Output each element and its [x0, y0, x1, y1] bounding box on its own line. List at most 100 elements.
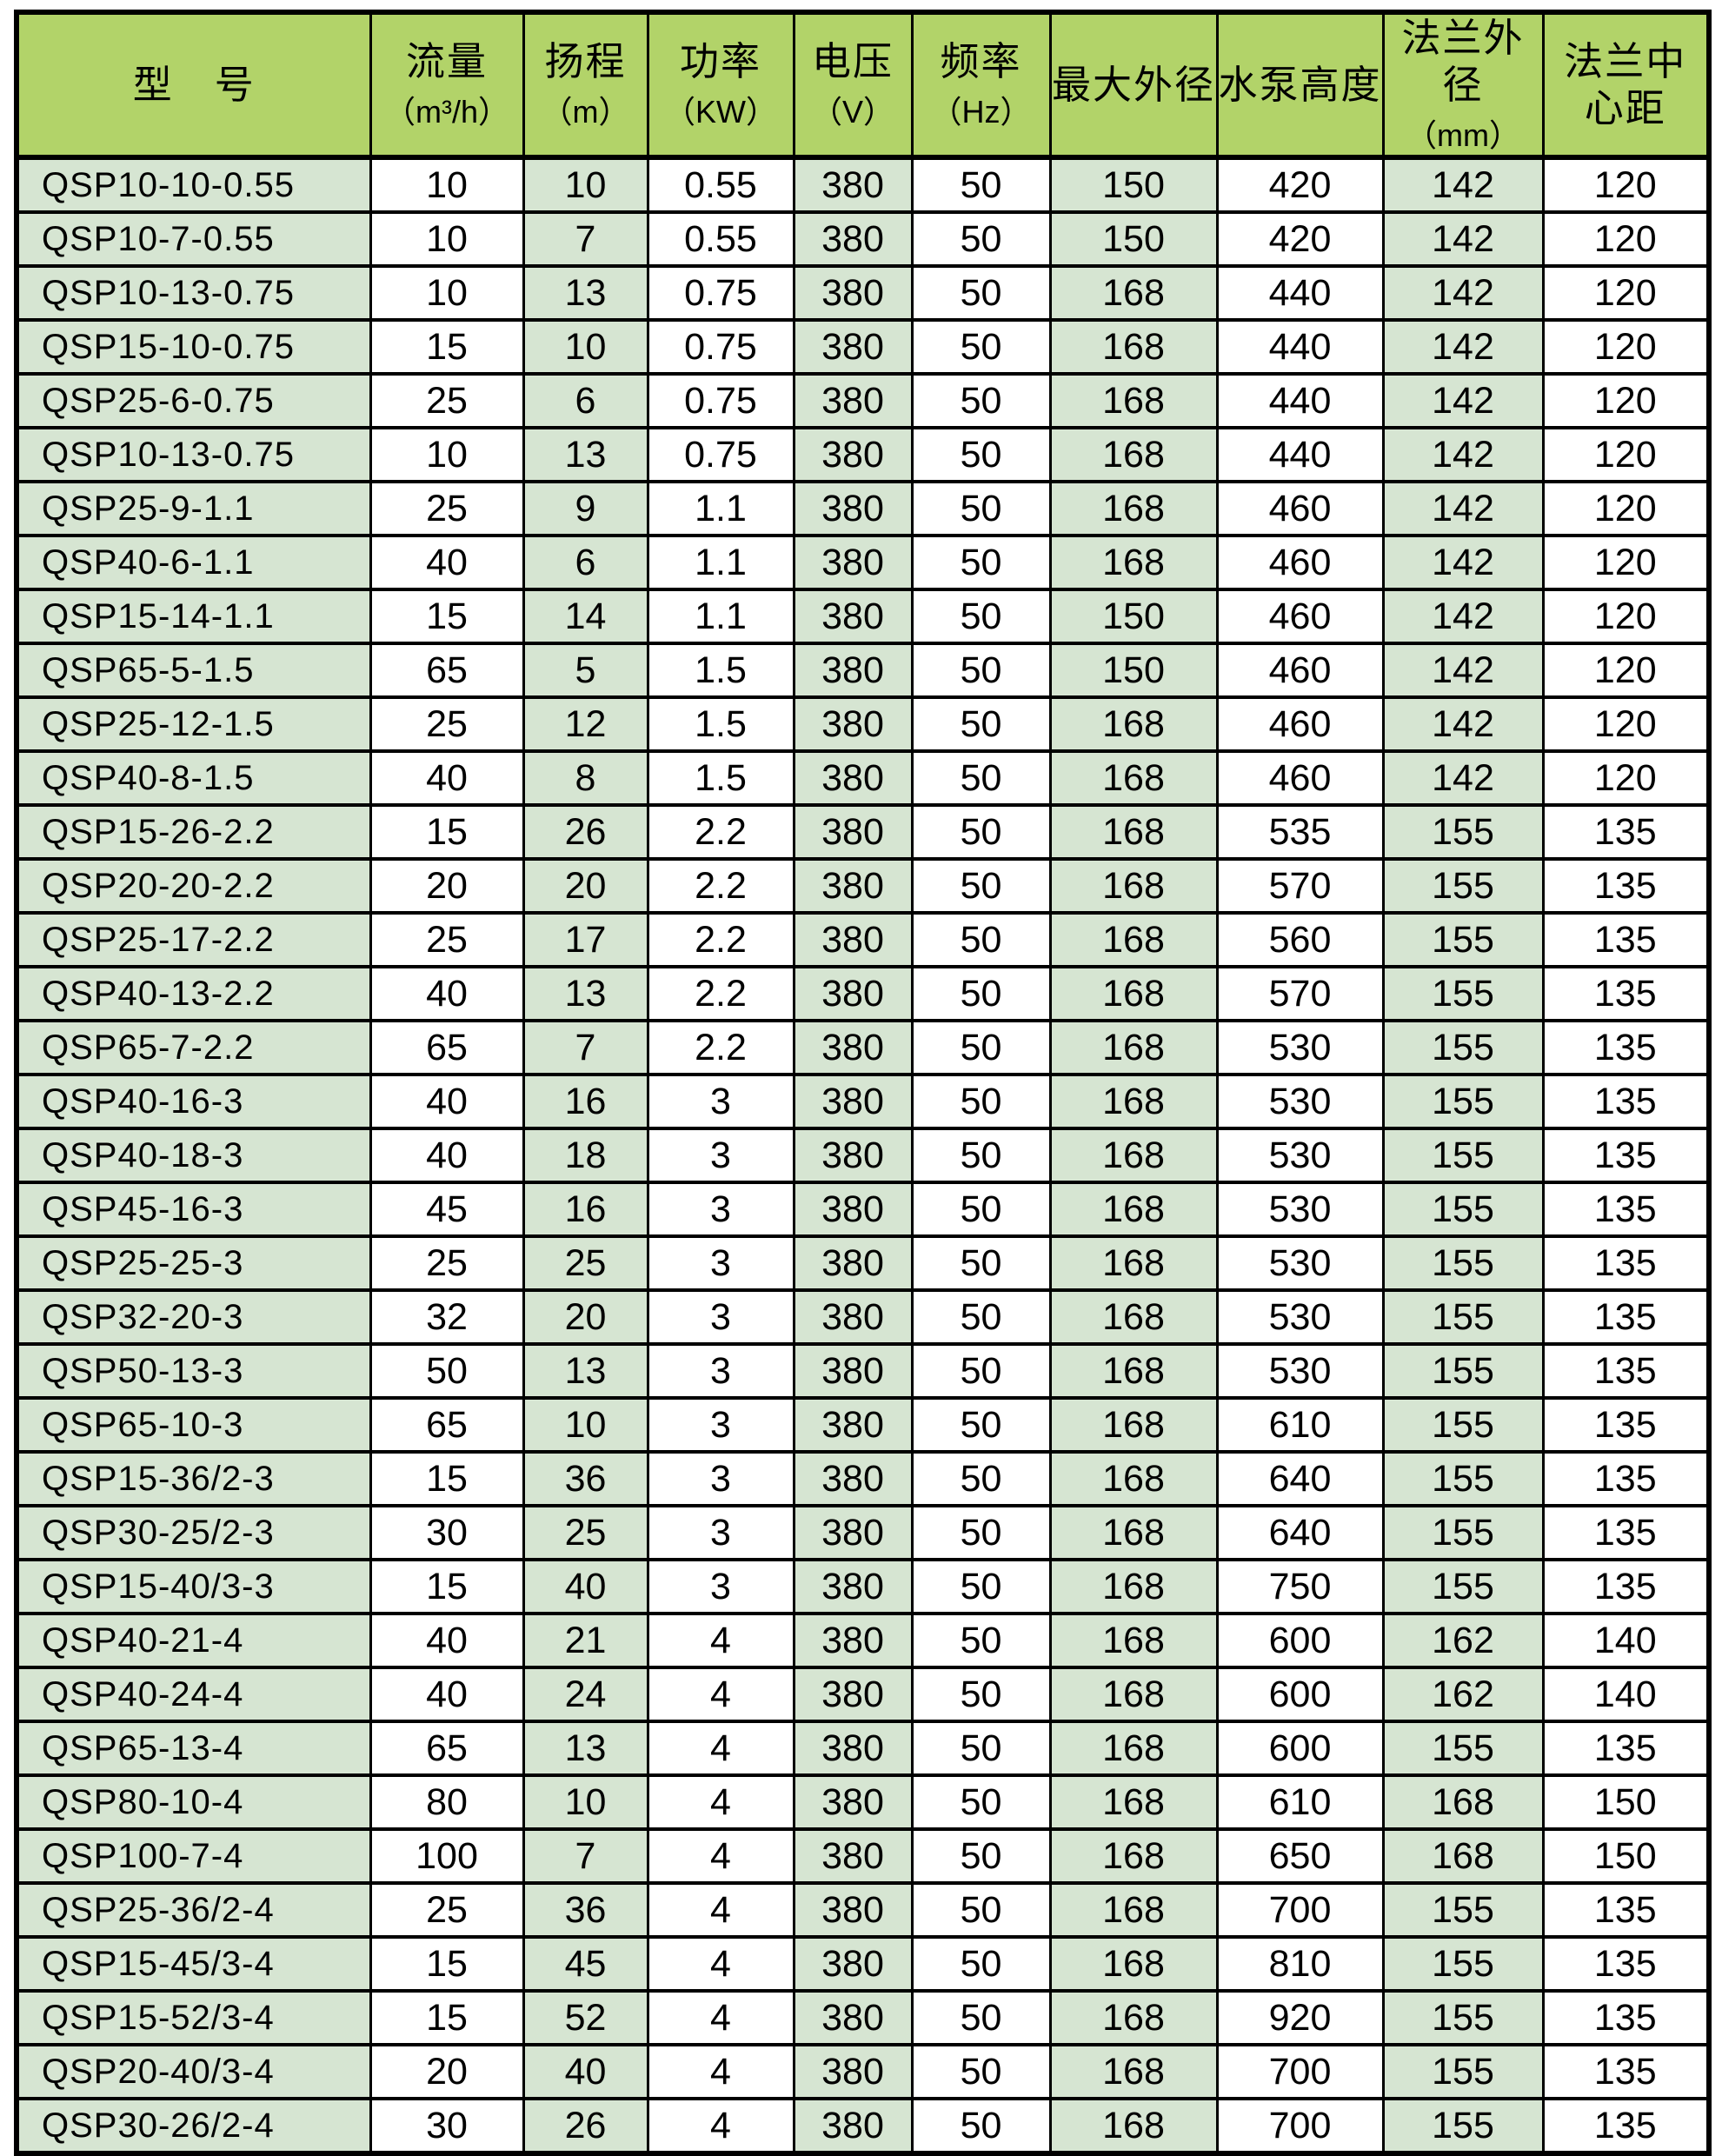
cell-model: QSP10-13-0.75	[15, 264, 372, 322]
cell-voltage: 380	[792, 1935, 914, 1993]
cell-head: 13	[522, 264, 649, 322]
cell-voltage: 380	[792, 318, 914, 376]
cell-head: 9	[522, 480, 649, 537]
cell-model: QSP50-13-3	[15, 1342, 372, 1400]
column-label: 法兰中心距	[1564, 38, 1687, 130]
cell-head: 20	[522, 857, 649, 915]
cell-frequency: 50	[910, 1989, 1052, 2046]
cell-power: 0.75	[646, 264, 795, 322]
cell-head: 40	[522, 1558, 649, 1615]
cell-head: 6	[522, 372, 649, 429]
table-row: QSP40-21-4 40 21 4 380 50 168 600 162 14…	[15, 1612, 1711, 1669]
cell-flow: 10	[369, 264, 525, 322]
cell-flow: 15	[369, 1450, 525, 1507]
cell-max-od: 168	[1048, 426, 1219, 483]
cell-flange-center-distance: 135	[1541, 1450, 1711, 1507]
cell-flow: 15	[369, 1558, 525, 1615]
cell-pump-height: 460	[1215, 534, 1385, 591]
table-row: QSP15-45/3-4 15 45 4 380 50 168 810 155 …	[15, 1935, 1711, 1993]
cell-head: 40	[522, 2043, 649, 2100]
table-row: QSP65-10-3 65 10 3 380 50 168 610 155 13…	[15, 1396, 1711, 1454]
cell-model: QSP100-7-4	[15, 1827, 372, 1885]
cell-frequency: 50	[910, 749, 1052, 807]
cell-voltage: 380	[792, 1773, 914, 1831]
cell-flange-center-distance: 140	[1541, 1612, 1711, 1669]
cell-flow: 100	[369, 1827, 525, 1885]
cell-flange-center-distance: 120	[1541, 695, 1711, 753]
table-row: QSP15-36/2-3 15 36 3 380 50 168 640 155 …	[15, 1450, 1711, 1507]
cell-flange-od: 155	[1381, 1989, 1545, 2046]
cell-pump-height: 610	[1215, 1773, 1385, 1831]
cell-voltage: 380	[792, 1234, 914, 1292]
cell-model: QSP10-7-0.55	[15, 210, 372, 268]
cell-model: QSP40-13-2.2	[15, 965, 372, 1022]
table-row: QSP40-13-2.2 40 13 2.2 380 50 168 570 15…	[15, 965, 1711, 1022]
cell-flange-center-distance: 135	[1541, 1019, 1711, 1076]
cell-flange-center-distance: 135	[1541, 1881, 1711, 1939]
table-row: QSP25-25-3 25 25 3 380 50 168 530 155 13…	[15, 1234, 1711, 1292]
cell-max-od: 168	[1048, 1450, 1219, 1507]
cell-max-od: 168	[1048, 1396, 1219, 1454]
cell-model: QSP25-12-1.5	[15, 695, 372, 753]
cell-pump-height: 570	[1215, 965, 1385, 1022]
cell-max-od: 168	[1048, 1827, 1219, 1885]
table-row: QSP25-12-1.5 25 12 1.5 380 50 168 460 14…	[15, 695, 1711, 753]
column-unit: （m）	[541, 94, 630, 130]
cell-power: 3	[646, 1127, 795, 1184]
cell-power: 1.5	[646, 749, 795, 807]
header-row: 型 号 流量 （m³/h） 扬程 （m） 功率 （KW） 电压 （V）	[15, 10, 1711, 160]
cell-head: 25	[522, 1504, 649, 1561]
cell-flange-center-distance: 150	[1541, 1773, 1711, 1831]
table-row: QSP25-36/2-4 25 36 4 380 50 168 700 155 …	[15, 1881, 1711, 1939]
cell-flow: 25	[369, 480, 525, 537]
cell-frequency: 50	[910, 911, 1052, 968]
table-row: QSP45-16-3 45 16 3 380 50 168 530 155 13…	[15, 1181, 1711, 1238]
cell-power: 1.1	[646, 588, 795, 645]
table-row: QSP50-13-3 50 13 3 380 50 168 530 155 13…	[15, 1342, 1711, 1400]
cell-model: QSP25-9-1.1	[15, 480, 372, 537]
cell-model: QSP65-13-4	[15, 1720, 372, 1777]
cell-max-od: 168	[1048, 1720, 1219, 1777]
cell-frequency: 50	[910, 372, 1052, 429]
table-row: QSP30-25/2-3 30 25 3 380 50 168 640 155 …	[15, 1504, 1711, 1561]
cell-pump-height: 440	[1215, 372, 1385, 429]
cell-max-od: 168	[1048, 1612, 1219, 1669]
cell-flow: 10	[369, 426, 525, 483]
cell-flange-od: 155	[1381, 803, 1545, 861]
cell-model: QSP80-10-4	[15, 1773, 372, 1831]
column-label: 型 号	[132, 62, 256, 107]
cell-pump-height: 650	[1215, 1827, 1385, 1885]
cell-max-od: 168	[1048, 857, 1219, 915]
cell-max-od: 168	[1048, 749, 1219, 807]
cell-power: 4	[646, 1827, 795, 1885]
cell-flow: 25	[369, 372, 525, 429]
cell-model: QSP32-20-3	[15, 1288, 372, 1346]
cell-head: 12	[522, 695, 649, 753]
cell-frequency: 50	[910, 1019, 1052, 1076]
cell-voltage: 380	[792, 911, 914, 968]
cell-flange-center-distance: 135	[1541, 1181, 1711, 1238]
cell-pump-height: 600	[1215, 1666, 1385, 1723]
cell-flange-center-distance: 120	[1541, 318, 1711, 376]
cell-voltage: 380	[792, 1666, 914, 1723]
cell-pump-height: 530	[1215, 1342, 1385, 1400]
cell-flange-center-distance: 135	[1541, 1234, 1711, 1292]
cell-flow: 65	[369, 642, 525, 699]
cell-head: 26	[522, 803, 649, 861]
cell-voltage: 380	[792, 1342, 914, 1400]
cell-voltage: 380	[792, 534, 914, 591]
column-header-flange-center-distance: 法兰中心距	[1541, 10, 1711, 160]
cell-flange-od: 155	[1381, 1720, 1545, 1777]
cell-frequency: 50	[910, 426, 1052, 483]
cell-max-od: 168	[1048, 1234, 1219, 1292]
column-label: 频率	[940, 39, 1022, 83]
cell-flow: 20	[369, 2043, 525, 2100]
cell-pump-height: 700	[1215, 1881, 1385, 1939]
cell-power: 0.55	[646, 156, 795, 214]
cell-flange-center-distance: 135	[1541, 1073, 1711, 1130]
cell-frequency: 50	[910, 1288, 1052, 1346]
table-row: QSP65-13-4 65 13 4 380 50 168 600 155 13…	[15, 1720, 1711, 1777]
column-label: 流量	[405, 39, 488, 83]
cell-pump-height: 530	[1215, 1234, 1385, 1292]
cell-flange-od: 142	[1381, 642, 1545, 699]
